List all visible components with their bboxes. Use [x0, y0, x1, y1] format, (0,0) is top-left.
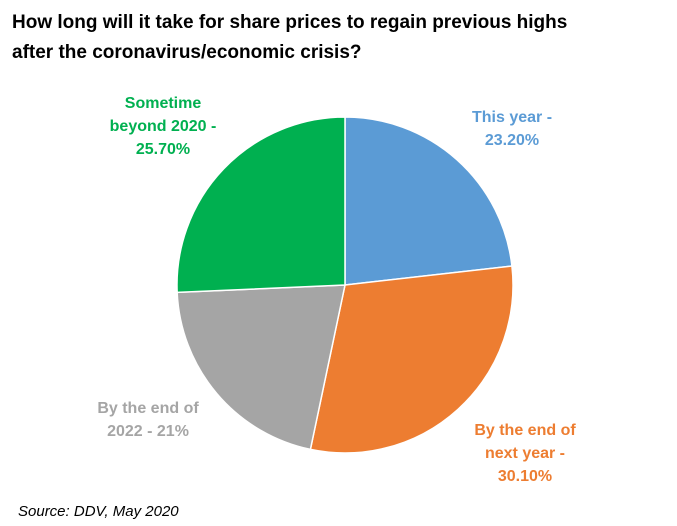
slice-label-end-2022: By the end of 2022 - 21%	[97, 400, 199, 440]
slice-this-year	[344, 116, 513, 286]
chart-title-line-1: How long will it take for share prices t…	[12, 12, 568, 33]
slice-label-beyond-2020: Sometime beyond 2020 - 25.70%	[109, 95, 217, 158]
source-note: Source: DDV, May 2020	[18, 503, 179, 520]
chart-title-line-2: after the coronavirus/economic crisis?	[12, 42, 362, 63]
slice-label-next-year: By the end of next year - 30.10%	[474, 422, 576, 485]
slice-end-2022	[176, 284, 346, 451]
slice-next-year	[309, 265, 514, 454]
slice-label-this-year: This year - 23.20%	[471, 109, 553, 149]
slice-beyond-2020	[176, 116, 346, 294]
chart-title: How long will it take for share prices t…	[12, 8, 662, 68]
